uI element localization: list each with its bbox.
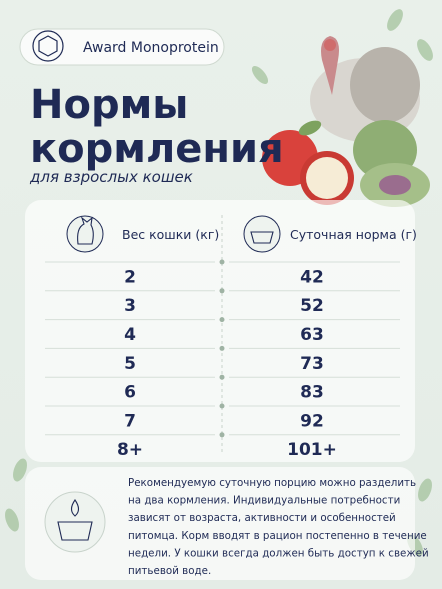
note-text: Рекомендуемую суточную порцию можно разд… [128,477,429,577]
artichoke-illustration [353,120,430,207]
cell: 7 [124,411,136,431]
bowl-water-icon [57,521,93,541]
cell: 52 [300,296,324,316]
bowl-icon-shape [250,231,274,244]
title-line: кормления [30,126,284,172]
cell: 101+ [287,440,337,460]
cell: 42 [300,267,324,287]
cat-icon-shape [77,216,94,245]
badge-icon [32,30,64,62]
note-line: недели. У кошки всегда должен быть досту… [128,547,429,559]
apple-illustration [262,120,354,205]
note-line: питьевой воде. [128,565,211,577]
divider-dot [219,288,225,294]
note-line: зависят от возраста, активности и особен… [128,512,396,524]
cell: 83 [300,383,324,403]
cell: 8+ [117,440,143,460]
table-card [25,200,415,462]
cell: 92 [300,411,324,431]
cell: 6 [124,383,136,403]
divider-dot [219,432,225,438]
table-header: Суточная норма (г) [290,227,417,242]
drop-icon [70,499,80,517]
cat-icon [66,215,104,253]
divider-dot [219,259,225,265]
note-card [25,467,415,580]
note-line: питомца. Корм вводят в рацион постепенно… [128,530,427,542]
cell: 73 [300,354,324,374]
subtitle: для взрослых кошек [29,168,193,186]
cell: 5 [124,354,136,374]
turkey-illustration [310,36,420,142]
cell: 4 [124,325,136,345]
divider-dot [219,345,225,351]
table-rows: 2 42 3 52 4 63 5 73 6 83 7 92 8+ 101+ [45,259,400,460]
divider-dot [219,374,225,380]
bowl-icon [243,215,281,253]
cell: 3 [124,296,136,316]
badge-text: Award Monoprotein [83,40,219,56]
badge-pill [19,28,225,66]
cell: 2 [124,267,136,287]
note-line: Рекомендуемую суточную порцию можно разд… [128,477,416,489]
badge-icon-hex [38,35,58,57]
cell: 63 [300,325,324,345]
note-line: на два кормления. Индивидуальные потребн… [128,495,400,507]
divider-dot [219,403,225,409]
table-header: Вес кошки (кг) [122,227,219,242]
title-line: Нормы [30,82,188,128]
divider-dot [219,317,225,323]
